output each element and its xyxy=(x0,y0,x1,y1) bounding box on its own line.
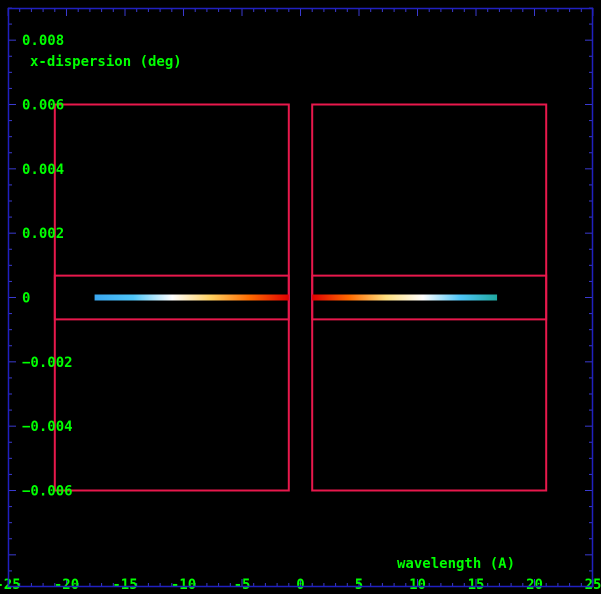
plot-frame xyxy=(7,7,594,588)
y-tick-label: −0.006 xyxy=(22,484,73,500)
labels-layer: x-dispersion (deg) wavelength (A) -25 -20… xyxy=(0,33,601,593)
x-axis-label: wavelength (A) xyxy=(397,556,515,572)
y-axis-label: x-dispersion (deg) xyxy=(30,54,182,70)
data-trace-1 xyxy=(94,294,289,301)
y-tick-label: 0.004 xyxy=(22,162,64,178)
y-tick-label: −0.002 xyxy=(22,355,73,371)
x-tick-label: -25 xyxy=(0,577,21,593)
x-tick-label: 5 xyxy=(355,577,363,593)
x-tick-label: 0 xyxy=(296,577,304,593)
x-tick-label: 20 xyxy=(526,577,543,593)
y-tick-label: 0.006 xyxy=(22,98,64,114)
x-tick-label: 10 xyxy=(409,577,426,593)
x-tick-label: -20 xyxy=(54,577,79,593)
y-tick-label: −0.004 xyxy=(22,419,73,435)
x-tick-label: -15 xyxy=(112,577,137,593)
series-layer xyxy=(94,294,498,301)
y-tick-label: 0.002 xyxy=(22,226,64,242)
x-tick-label: -10 xyxy=(171,577,196,593)
x-tick-label: -5 xyxy=(234,577,251,593)
y-tick-label: 0.008 xyxy=(22,33,64,49)
y-tick-label: 0 xyxy=(22,291,30,307)
x-tick-label: 15 xyxy=(468,577,485,593)
data-trace-2 xyxy=(312,294,498,301)
